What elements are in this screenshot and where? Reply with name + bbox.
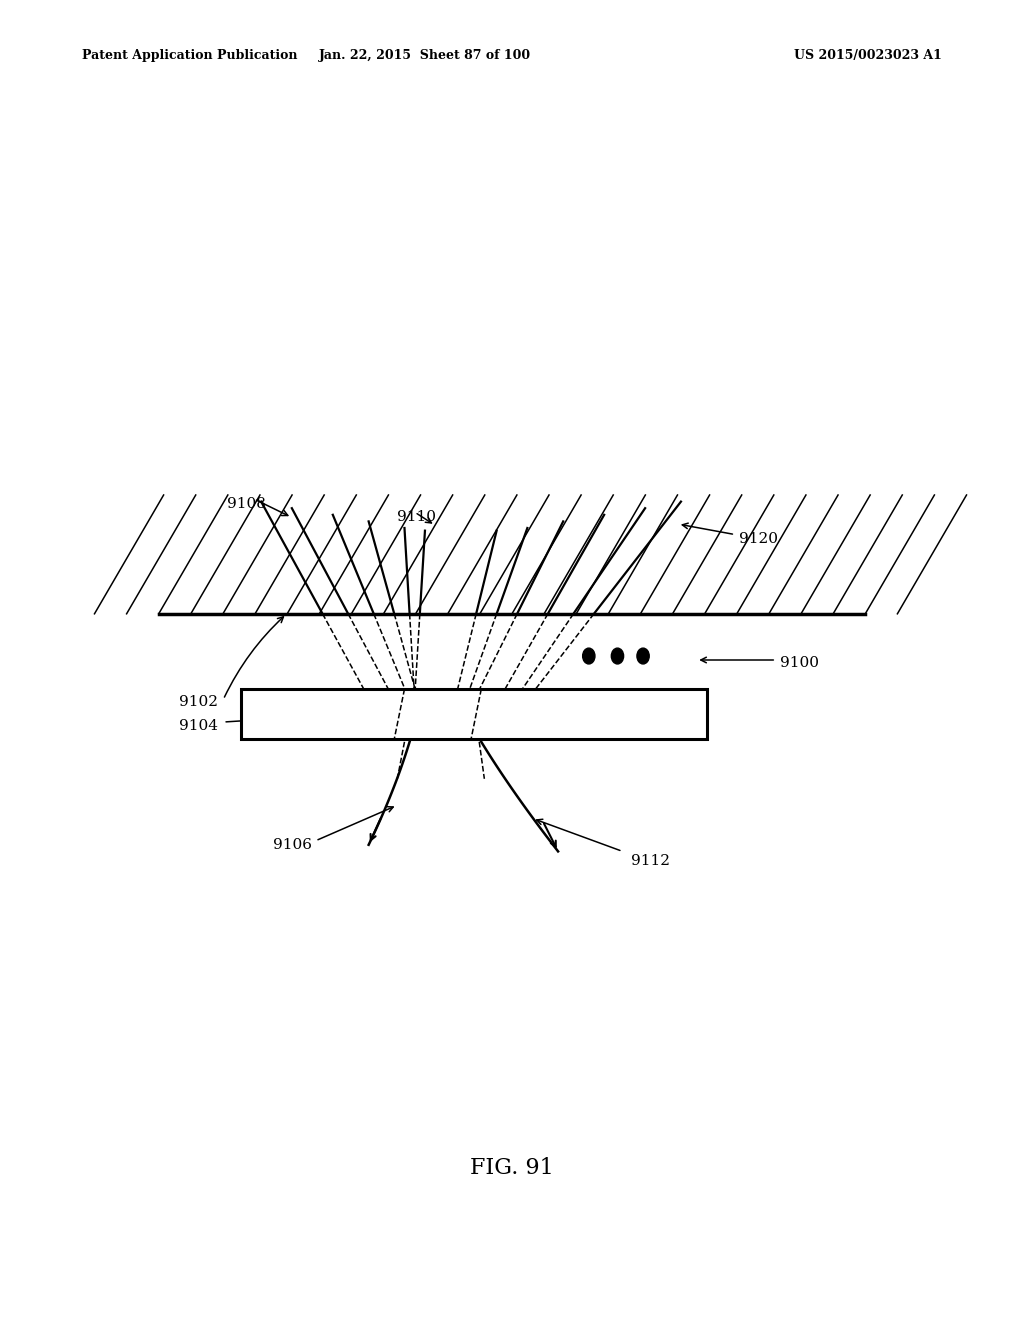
Text: 9106: 9106 xyxy=(273,838,312,851)
Bar xyxy=(241,689,707,739)
Circle shape xyxy=(583,648,595,664)
Text: 9120: 9120 xyxy=(739,532,778,545)
Text: 9110: 9110 xyxy=(397,511,436,524)
Text: 9108: 9108 xyxy=(227,498,266,511)
Text: 9100: 9100 xyxy=(780,656,819,669)
Text: US 2015/0023023 A1: US 2015/0023023 A1 xyxy=(795,49,942,62)
Text: 9112: 9112 xyxy=(631,854,670,867)
Circle shape xyxy=(611,648,624,664)
Text: 9104: 9104 xyxy=(179,719,218,733)
Text: 9102: 9102 xyxy=(179,696,218,709)
Circle shape xyxy=(637,648,649,664)
Text: Patent Application Publication: Patent Application Publication xyxy=(82,49,297,62)
Text: Jan. 22, 2015  Sheet 87 of 100: Jan. 22, 2015 Sheet 87 of 100 xyxy=(318,49,531,62)
Text: FIG. 91: FIG. 91 xyxy=(470,1158,554,1179)
